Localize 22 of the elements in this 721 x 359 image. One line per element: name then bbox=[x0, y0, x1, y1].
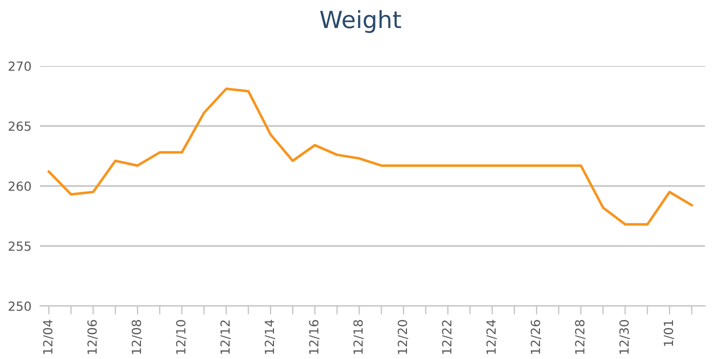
line-series bbox=[48, 88, 693, 226]
x-tick-label: 12/20 bbox=[398, 320, 408, 354]
x-tick-label: 12/18 bbox=[353, 320, 364, 354]
x-tick-label: 12/04 bbox=[43, 320, 54, 354]
y-tick-label: 260 bbox=[8, 181, 31, 191]
x-tick-label: 12/14 bbox=[264, 320, 276, 354]
x-tick-label: 12/16 bbox=[309, 320, 320, 354]
x-tick-label: 12/12 bbox=[220, 320, 231, 354]
x-tick-label: 1/01 bbox=[664, 320, 674, 346]
chart-title: Weight bbox=[320, 10, 402, 33]
y-tick-label: 255 bbox=[8, 241, 31, 251]
x-tick-label: 12/08 bbox=[132, 320, 142, 354]
x-tick-label: 12/22 bbox=[442, 320, 452, 354]
x-tick-label: 12/10 bbox=[176, 320, 186, 354]
x-tick-label: 12/30 bbox=[619, 320, 630, 354]
x-tick-label: 12/24 bbox=[486, 320, 497, 354]
x-tick-label: 12/28 bbox=[575, 320, 586, 354]
x-tick-label: 12/06 bbox=[87, 320, 98, 354]
y-tick-label: 250 bbox=[8, 301, 31, 311]
y-tick-label: 265 bbox=[8, 121, 31, 131]
y-tick-label: 270 bbox=[8, 61, 31, 71]
x-tick-label: 12/26 bbox=[530, 320, 542, 354]
